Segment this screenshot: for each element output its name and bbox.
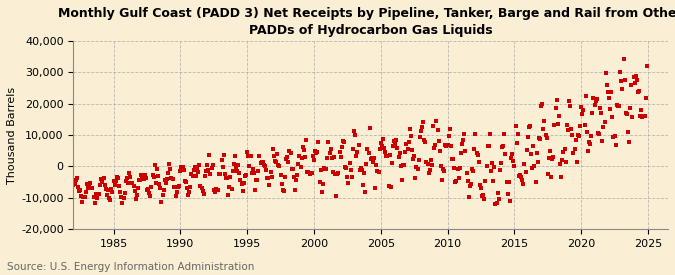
Text: Source: U.S. Energy Information Administration: Source: U.S. Energy Information Administ… bbox=[7, 262, 254, 272]
Title: Monthly Gulf Coast (PADD 3) Net Receipts by Pipeline, Tanker, Barge and Rail fro: Monthly Gulf Coast (PADD 3) Net Receipts… bbox=[59, 7, 675, 37]
Y-axis label: Thousand Barrels: Thousand Barrels bbox=[7, 86, 17, 183]
